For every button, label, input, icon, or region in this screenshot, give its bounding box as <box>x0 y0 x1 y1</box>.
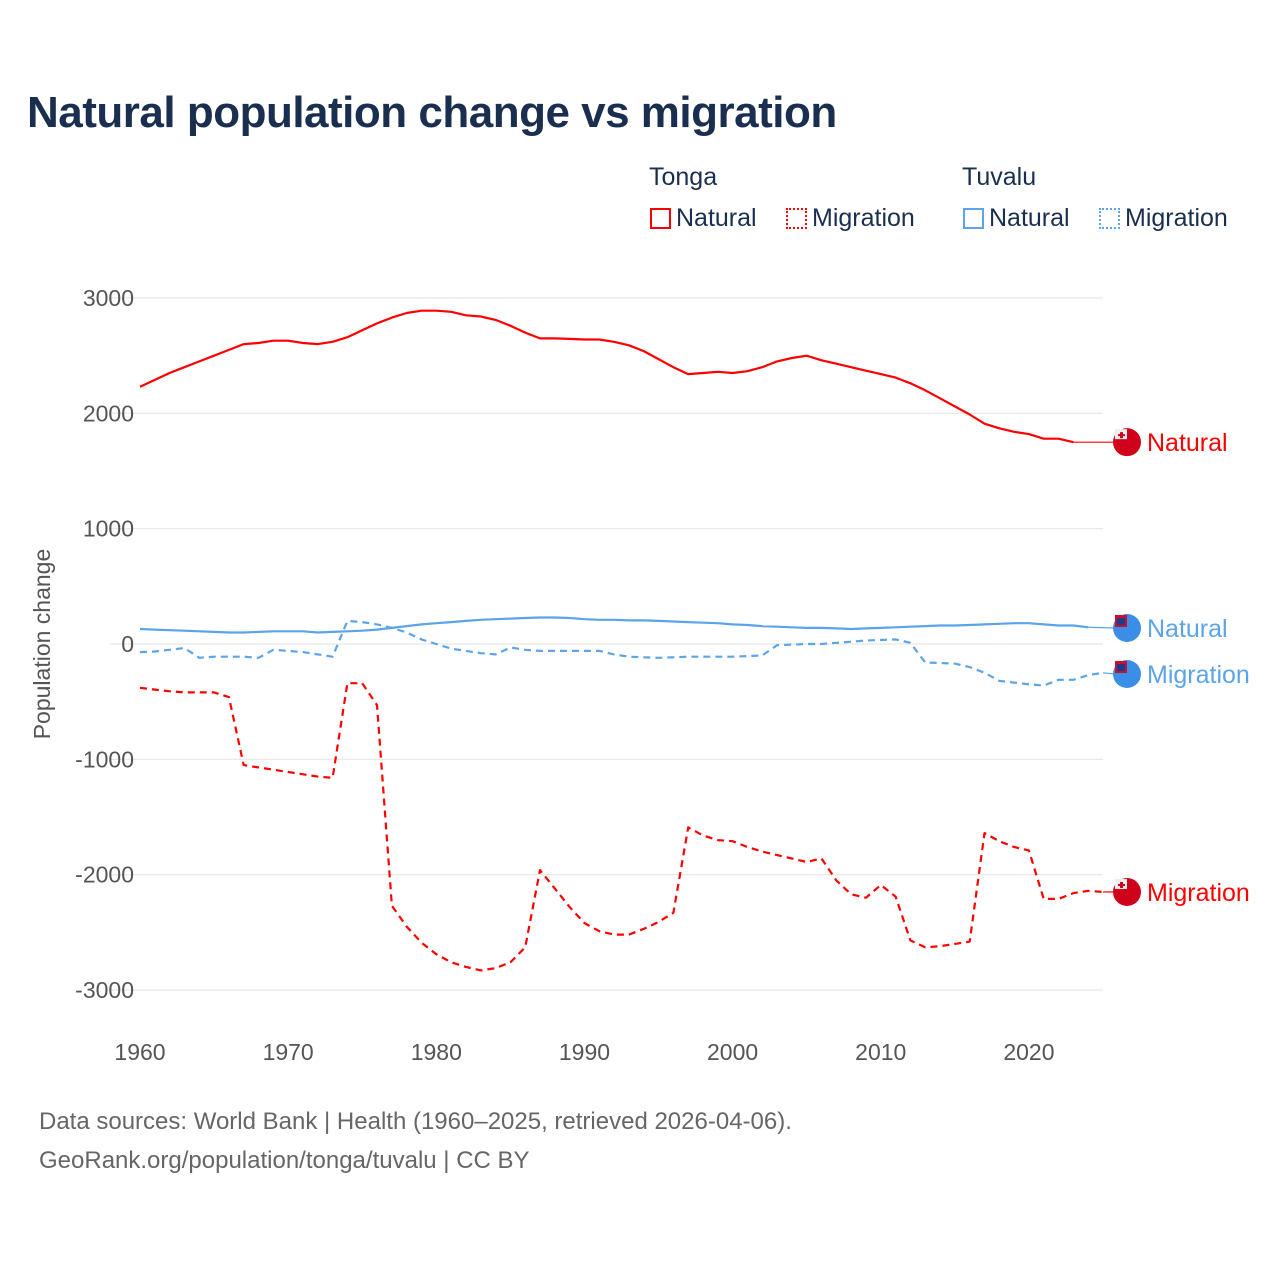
legend-tuvalu-migration[interactable]: Migration <box>1099 204 1228 233</box>
y-tick-label: 1000 <box>83 516 134 542</box>
x-tick-label: 1990 <box>559 1039 610 1065</box>
legend-label: Migration <box>1125 204 1228 232</box>
flag-canton-inner <box>1117 618 1125 625</box>
y-tick-label: 3000 <box>83 285 134 311</box>
legend-label: Migration <box>812 204 915 232</box>
flag-cross <box>1118 434 1125 437</box>
legend-swatch-solid <box>650 208 671 229</box>
series-end-label: Migration <box>1147 879 1250 907</box>
legend-swatch-solid <box>963 208 984 229</box>
legend-swatch-dotted <box>1099 208 1120 229</box>
legend-tonga-migration[interactable]: Migration <box>786 204 915 233</box>
series-line-tuvalu-migration <box>139 619 1104 687</box>
x-tick-label: 1970 <box>263 1039 314 1065</box>
series-end-label: Migration <box>1147 661 1250 689</box>
footer-link[interactable]: GeoRank.org/population/tonga/tuvalu | CC… <box>39 1147 530 1174</box>
tuvalu-flag-icon <box>1113 660 1141 688</box>
x-tick-label: 2010 <box>855 1039 906 1065</box>
y-axis-label: Population change <box>29 549 55 740</box>
series-end-label: Natural <box>1147 615 1228 643</box>
legend-group-tuvalu: Tuvalu <box>962 163 1037 191</box>
tonga-flag-icon <box>1113 428 1141 457</box>
legend-tuvalu-natural[interactable]: Natural <box>963 204 1070 233</box>
series-line-tuvalu-natural <box>139 616 1089 634</box>
chart-title: Natural population change vs migration <box>27 88 837 137</box>
tuvalu-flag-icon <box>1113 614 1141 642</box>
series-line-tonga-natural <box>139 309 1074 444</box>
end-connector <box>1102 672 1116 675</box>
flag-cross <box>1118 883 1125 886</box>
legend-label: Natural <box>676 204 757 232</box>
x-tick-label: 2000 <box>707 1039 758 1065</box>
series-line-tonga-migration <box>139 682 1104 972</box>
y-tick-label: -3000 <box>75 977 134 1003</box>
x-tick-label: 1960 <box>114 1039 165 1065</box>
end-connector <box>1088 626 1116 629</box>
legend-tonga-natural[interactable]: Natural <box>650 204 757 233</box>
flag-canton-inner <box>1117 664 1125 671</box>
tonga-flag-icon <box>1113 877 1141 906</box>
y-tick-label: -2000 <box>75 862 134 888</box>
y-tick-label: 2000 <box>83 400 134 426</box>
series-end-label: Natural <box>1147 429 1228 457</box>
y-tick-label: 0 <box>121 631 134 657</box>
x-tick-label: 1980 <box>411 1039 462 1065</box>
x-tick-label: 2020 <box>1003 1039 1054 1065</box>
footer-sources: Data sources: World Bank | Health (1960–… <box>39 1108 792 1135</box>
legend-group-tonga: Tonga <box>649 163 718 191</box>
y-tick-label: -1000 <box>75 746 134 772</box>
legend-label: Natural <box>989 204 1070 232</box>
legend-swatch-dotted <box>786 208 807 229</box>
